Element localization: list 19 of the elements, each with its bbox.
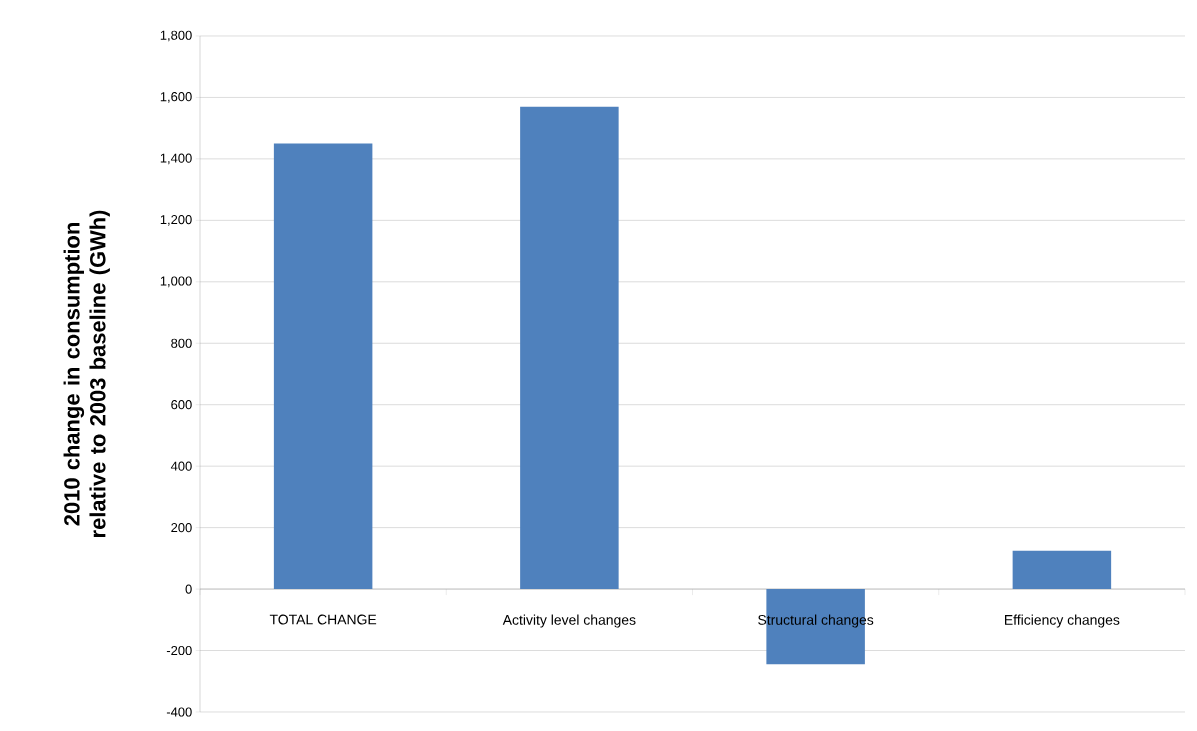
y-tick-label: 1,200: [160, 214, 192, 226]
y-tick-label: 1,000: [160, 276, 192, 288]
y-tick-label: 1,800: [160, 30, 192, 42]
bar: [1012, 550, 1112, 590]
y-tick-label: 400: [170, 461, 192, 471]
bar: [273, 143, 373, 590]
y-tick-label: 800: [171, 338, 192, 348]
y-tick-label: 1,600: [160, 92, 192, 103]
x-tick-label: Efficiency changes: [1005, 614, 1120, 628]
y-tick-label: -400: [166, 707, 192, 717]
y-tick-label: -200: [166, 645, 192, 656]
y-tick-label: 200: [171, 523, 192, 533]
y-tick-label: 1,400: [160, 153, 192, 165]
bar: [520, 106, 619, 590]
y-tick-label: 0: [185, 584, 192, 594]
y-tick-label: 600: [171, 400, 192, 410]
x-tick-label: TOTAL CHANGE: [269, 614, 377, 625]
y-axis-title: 2010 change in consumption relative to 2003 baseline (GWh): [63, 210, 110, 537]
x-tick-label: Activity level changes: [502, 614, 636, 628]
